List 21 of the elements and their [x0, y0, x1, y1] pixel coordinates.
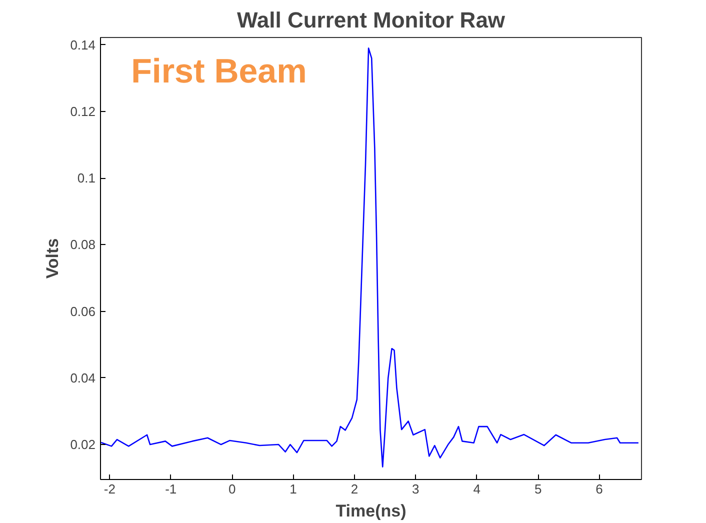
x-tick-label: 5 [534, 482, 542, 496]
x-axis-title: Time(ns) [336, 502, 406, 520]
x-tick-label: 1 [290, 482, 297, 496]
x-tick-label: 4 [473, 482, 480, 496]
x-tick-label: 6 [596, 482, 603, 496]
x-tick-label: 2 [350, 482, 358, 496]
x-tick-label: -2 [104, 482, 116, 496]
y-tick-label: 0.04 [70, 370, 96, 386]
y-tick-label: 0.12 [70, 104, 96, 119]
y-tick-label: 0.1 [77, 170, 96, 186]
y-tick-label: 0.08 [70, 237, 96, 252]
chart-title: Wall Current Monitor Raw [236, 8, 506, 32]
y-tick-label: 0.14 [70, 37, 96, 52]
x-tick-label: 0 [228, 482, 236, 496]
x-tick-label: -1 [165, 482, 177, 496]
x-tick-label: 3 [412, 482, 420, 496]
y-tick-label: 0.02 [70, 437, 96, 452]
annotation: First Beam [131, 52, 307, 90]
line-series [100, 48, 640, 468]
y-tick-label: 0.06 [70, 304, 96, 319]
y-axis-title: Volts [43, 238, 62, 279]
